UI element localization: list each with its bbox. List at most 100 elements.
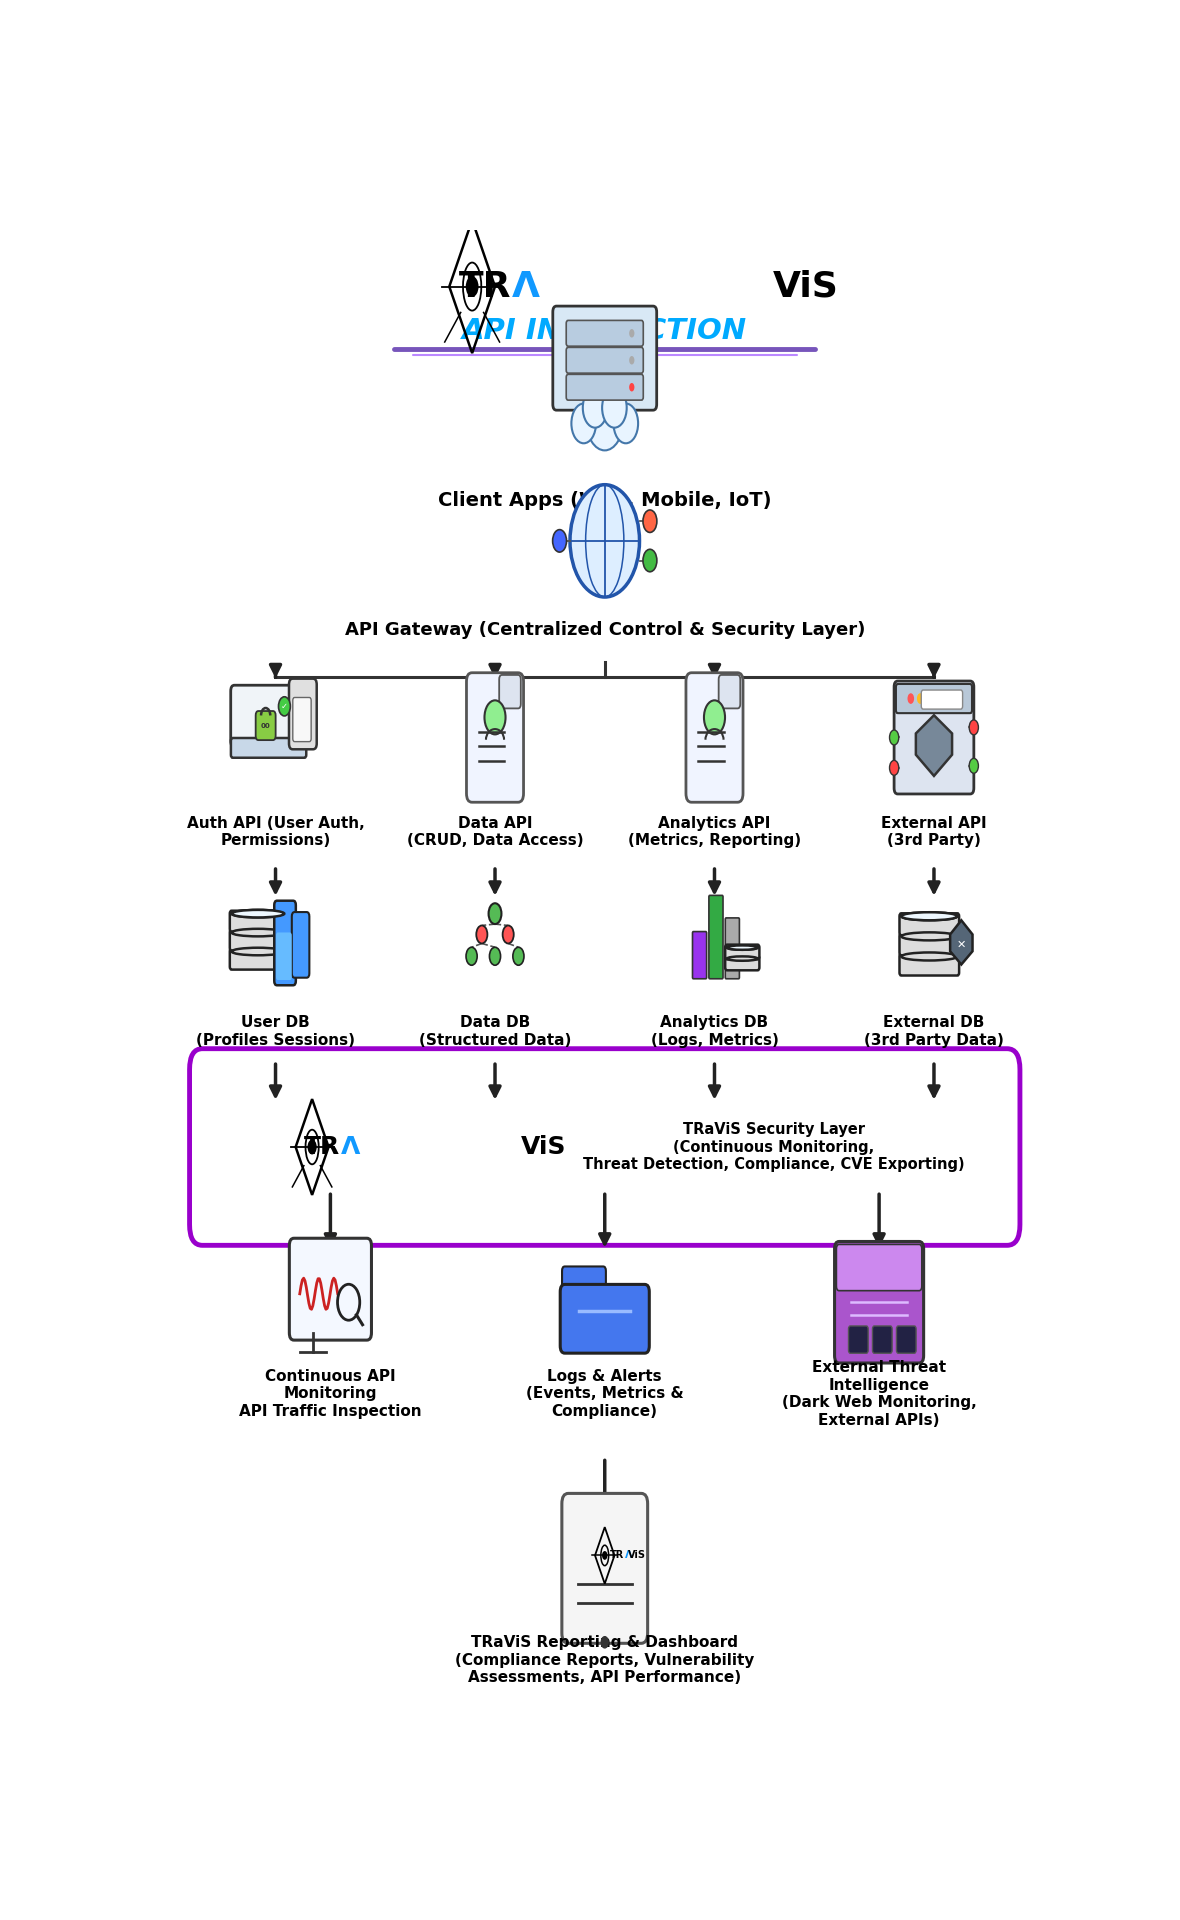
FancyBboxPatch shape: [566, 321, 643, 346]
Ellipse shape: [727, 945, 758, 950]
FancyBboxPatch shape: [897, 1327, 916, 1354]
Text: Λ: Λ: [624, 1551, 632, 1561]
FancyBboxPatch shape: [872, 1327, 892, 1354]
FancyBboxPatch shape: [899, 933, 959, 956]
Text: Λ: Λ: [512, 269, 540, 303]
Text: ViS: ViS: [773, 269, 839, 303]
Circle shape: [583, 388, 608, 428]
Circle shape: [643, 549, 657, 572]
Circle shape: [513, 947, 524, 966]
Circle shape: [466, 947, 477, 966]
Text: Analytics DB
(Logs, Metrics): Analytics DB (Logs, Metrics): [650, 1016, 779, 1048]
Polygon shape: [916, 716, 952, 776]
Text: TR: TR: [459, 269, 511, 303]
Text: Logs & Alerts
(Events, Metrics &
Compliance): Logs & Alerts (Events, Metrics & Complia…: [526, 1369, 683, 1419]
FancyBboxPatch shape: [709, 895, 723, 979]
Text: Data API
(CRUD, Data Access): Data API (CRUD, Data Access): [407, 816, 583, 849]
Circle shape: [602, 1636, 608, 1647]
FancyBboxPatch shape: [896, 684, 972, 712]
Circle shape: [629, 355, 635, 365]
Circle shape: [586, 392, 623, 451]
FancyBboxPatch shape: [560, 1284, 649, 1354]
Text: ViS: ViS: [522, 1135, 566, 1160]
FancyBboxPatch shape: [837, 1244, 922, 1290]
Text: TR: TR: [303, 1135, 340, 1160]
Ellipse shape: [902, 933, 957, 941]
FancyBboxPatch shape: [231, 685, 301, 747]
Circle shape: [477, 925, 487, 943]
FancyBboxPatch shape: [276, 933, 291, 979]
Text: Client Apps (Web, Mobile, IoT): Client Apps (Web, Mobile, IoT): [438, 492, 772, 511]
Text: ViS: ViS: [628, 1551, 645, 1561]
FancyBboxPatch shape: [231, 737, 307, 758]
FancyBboxPatch shape: [274, 900, 296, 985]
Ellipse shape: [727, 956, 758, 960]
FancyBboxPatch shape: [848, 1327, 868, 1354]
FancyBboxPatch shape: [894, 682, 974, 795]
Ellipse shape: [727, 945, 758, 950]
Text: Data DB
(Structured Data): Data DB (Structured Data): [419, 1016, 571, 1048]
Circle shape: [704, 701, 725, 735]
Circle shape: [602, 1551, 608, 1559]
Circle shape: [907, 693, 915, 705]
Circle shape: [614, 403, 638, 444]
Circle shape: [466, 276, 479, 298]
Circle shape: [643, 511, 657, 532]
Text: TRaViS Security Layer
(Continuous Monitoring,
Threat Detection, Compliance, CVE : TRaViS Security Layer (Continuous Monito…: [583, 1121, 965, 1171]
Circle shape: [308, 1140, 316, 1154]
FancyBboxPatch shape: [552, 305, 657, 411]
FancyBboxPatch shape: [230, 948, 286, 970]
Circle shape: [485, 701, 505, 735]
Circle shape: [890, 760, 899, 776]
Ellipse shape: [231, 929, 284, 937]
Text: Λ: Λ: [341, 1135, 360, 1160]
Ellipse shape: [231, 910, 284, 918]
Circle shape: [969, 758, 978, 774]
FancyBboxPatch shape: [256, 710, 276, 739]
FancyBboxPatch shape: [291, 912, 309, 977]
Text: 00: 00: [261, 724, 270, 730]
FancyBboxPatch shape: [566, 348, 643, 372]
FancyBboxPatch shape: [899, 954, 959, 975]
Circle shape: [629, 382, 635, 392]
Circle shape: [489, 902, 502, 924]
Ellipse shape: [231, 948, 284, 956]
Text: External Threat
Intelligence
(Dark Web Monitoring,
External APIs): External Threat Intelligence (Dark Web M…: [781, 1359, 977, 1427]
FancyBboxPatch shape: [693, 931, 707, 979]
Circle shape: [503, 925, 513, 943]
Text: Analytics API
(Metrics, Reporting): Analytics API (Metrics, Reporting): [628, 816, 801, 849]
Text: API INTERACTION: API INTERACTION: [463, 317, 747, 346]
FancyBboxPatch shape: [562, 1267, 605, 1300]
FancyBboxPatch shape: [899, 914, 959, 935]
Circle shape: [602, 388, 627, 428]
FancyBboxPatch shape: [230, 910, 286, 931]
Polygon shape: [950, 920, 972, 964]
Text: ✓: ✓: [281, 703, 288, 710]
Circle shape: [571, 403, 596, 444]
Circle shape: [570, 484, 640, 597]
Text: External API
(3rd Party): External API (3rd Party): [881, 816, 986, 849]
FancyBboxPatch shape: [562, 1494, 648, 1644]
FancyBboxPatch shape: [289, 678, 316, 749]
Ellipse shape: [902, 912, 957, 920]
FancyBboxPatch shape: [719, 676, 740, 708]
FancyBboxPatch shape: [726, 918, 740, 979]
Circle shape: [629, 328, 635, 338]
Text: Continuous API
Monitoring
API Traffic Inspection: Continuous API Monitoring API Traffic In…: [240, 1369, 421, 1419]
FancyBboxPatch shape: [834, 1242, 924, 1363]
Ellipse shape: [902, 912, 957, 920]
Circle shape: [278, 697, 290, 716]
FancyBboxPatch shape: [566, 374, 643, 399]
Text: API Gateway (Centralized Control & Security Layer): API Gateway (Centralized Control & Secur…: [345, 620, 865, 639]
Circle shape: [490, 947, 500, 966]
Ellipse shape: [902, 952, 957, 960]
Ellipse shape: [231, 910, 284, 918]
FancyBboxPatch shape: [499, 676, 520, 708]
Circle shape: [969, 720, 978, 735]
Circle shape: [552, 530, 566, 553]
FancyBboxPatch shape: [289, 1238, 372, 1340]
Circle shape: [926, 693, 933, 705]
FancyBboxPatch shape: [230, 929, 286, 950]
FancyBboxPatch shape: [726, 945, 760, 960]
FancyBboxPatch shape: [190, 1048, 1020, 1246]
